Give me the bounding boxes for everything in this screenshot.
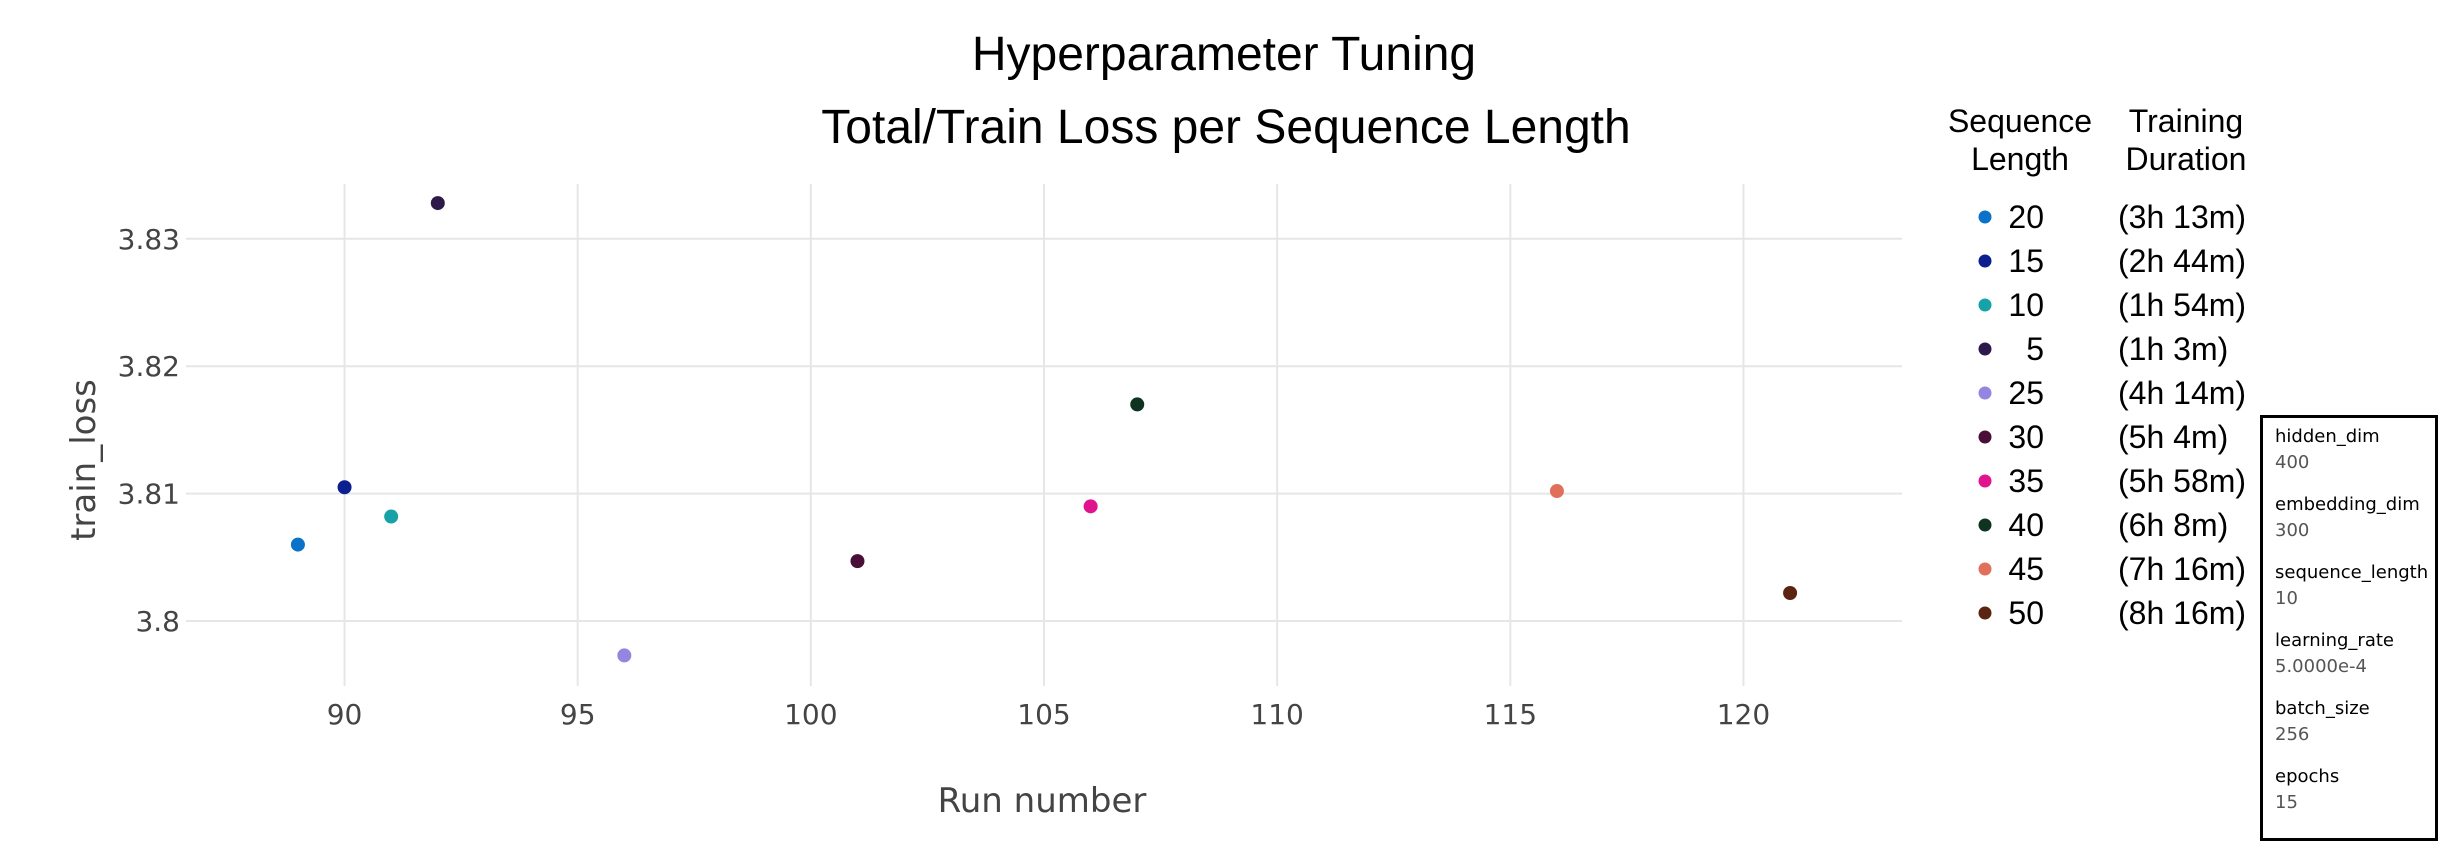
legend-seq-length: 25 — [2008, 375, 2044, 411]
legend-marker — [1978, 518, 1992, 532]
y-axis-label: train_loss — [64, 379, 104, 541]
tick-labels: 90 95 100 105 110 115 120 3.8 3.81 3.82 3.83 — [118, 223, 1771, 731]
legend-marker — [1978, 606, 1992, 620]
y-tick-label: 3.83 — [118, 223, 180, 256]
data-point-seq-35 — [1083, 499, 1098, 514]
legend-seq-length: 20 — [2008, 199, 2044, 235]
legend-marker — [1978, 474, 1992, 488]
x-tick-label: 110 — [1250, 698, 1303, 731]
param-item: batch_size 256 — [2275, 696, 2423, 748]
legend-marker — [1978, 386, 1992, 400]
chart-subtitle: Total/Train Loss per Sequence Length — [821, 101, 1630, 154]
y-tick-label: 3.81 — [118, 478, 180, 511]
data-point-seq-15 — [337, 480, 352, 495]
legend-marker — [1978, 562, 1992, 576]
data-point-seq-20 — [290, 537, 305, 552]
param-item: epochs 15 — [2275, 764, 2423, 816]
param-name: batch_size — [2275, 698, 2370, 719]
param-value: 256 — [2275, 724, 2310, 745]
param-item: learning_rate 5.0000e-4 — [2275, 628, 2423, 680]
legend-duration: (5h 4m) — [2118, 419, 2228, 455]
legend-seq-length: 30 — [2008, 419, 2044, 455]
legend-duration: (1h 54m) — [2118, 287, 2246, 323]
legend-marker — [1978, 298, 1992, 312]
chart-title: Hyperparameter Tuning — [972, 28, 1476, 81]
legend-duration: (3h 13m) — [2118, 199, 2246, 235]
param-value: 400 — [2275, 452, 2310, 473]
legend-duration: (4h 14m) — [2118, 375, 2246, 411]
gridlines — [186, 184, 1902, 686]
data-points — [290, 196, 1798, 663]
legend-duration: (6h 8m) — [2118, 507, 2228, 543]
data-point-seq-30 — [850, 554, 865, 569]
legend-duration: (5h 58m) — [2118, 463, 2246, 499]
x-tick-label: 95 — [560, 698, 596, 731]
legend: Sequence Length Training Duration 20 (3h … — [1948, 103, 2247, 631]
legend-duration: (8h 16m) — [2118, 595, 2246, 631]
legend-seq-length: 15 — [2008, 243, 2044, 279]
legend-duration: (7h 16m) — [2118, 551, 2246, 587]
legend-marker — [1978, 254, 1992, 268]
param-value: 5.0000e-4 — [2275, 656, 2368, 677]
legend-seq-length: 5 — [2026, 331, 2044, 367]
x-tick-label: 100 — [784, 698, 837, 731]
y-tick-label: 3.8 — [135, 605, 180, 638]
param-item: hidden_dim 400 — [2275, 424, 2423, 476]
x-tick-label: 115 — [1484, 698, 1537, 731]
legend-duration: (2h 44m) — [2118, 243, 2246, 279]
x-tick-label: 120 — [1717, 698, 1770, 731]
legend-header-dur-1: Training — [2129, 103, 2243, 139]
param-name: epochs — [2275, 766, 2340, 787]
legend-seq-length: 40 — [2008, 507, 2044, 543]
hyperparameter-box: hidden_dim 400 embedding_dim 300 sequence_le… — [2260, 415, 2438, 841]
param-name: learning_rate — [2275, 630, 2394, 651]
param-item: embedding_dim 300 — [2275, 492, 2423, 544]
legend-seq-length: 45 — [2008, 551, 2044, 587]
param-value: 300 — [2275, 520, 2310, 541]
data-point-seq-10 — [384, 509, 399, 524]
legend-header-dur-2: Duration — [2126, 141, 2247, 177]
data-point-seq-50 — [1783, 585, 1798, 600]
param-value: 10 — [2275, 588, 2298, 609]
legend-marker — [1978, 342, 1992, 356]
data-point-seq-25 — [617, 648, 632, 663]
legend-marker — [1978, 210, 1992, 224]
legend-seq-length: 50 — [2008, 595, 2044, 631]
param-name: embedding_dim — [2275, 494, 2420, 515]
param-value: 15 — [2275, 792, 2298, 813]
legend-marker — [1978, 430, 1992, 444]
x-tick-label: 105 — [1017, 698, 1070, 731]
data-point-seq-45 — [1549, 484, 1564, 499]
x-axis-label: Run number — [938, 781, 1147, 821]
param-item: sequence_length 10 — [2275, 560, 2429, 612]
data-point-seq-40 — [1130, 397, 1145, 412]
param-name: sequence_length — [2275, 562, 2429, 583]
x-tick-label: 90 — [327, 698, 363, 731]
legend-seq-length: 35 — [2008, 463, 2044, 499]
param-name: hidden_dim — [2275, 426, 2380, 447]
legend-header-seq-2: Length — [1971, 141, 2069, 177]
legend-duration: (1h 3m) — [2118, 331, 2228, 367]
legend-seq-length: 10 — [2008, 287, 2044, 323]
y-tick-label: 3.82 — [118, 350, 180, 383]
data-point-seq-5 — [430, 196, 445, 211]
legend-header-seq-1: Sequence — [1948, 103, 2092, 139]
